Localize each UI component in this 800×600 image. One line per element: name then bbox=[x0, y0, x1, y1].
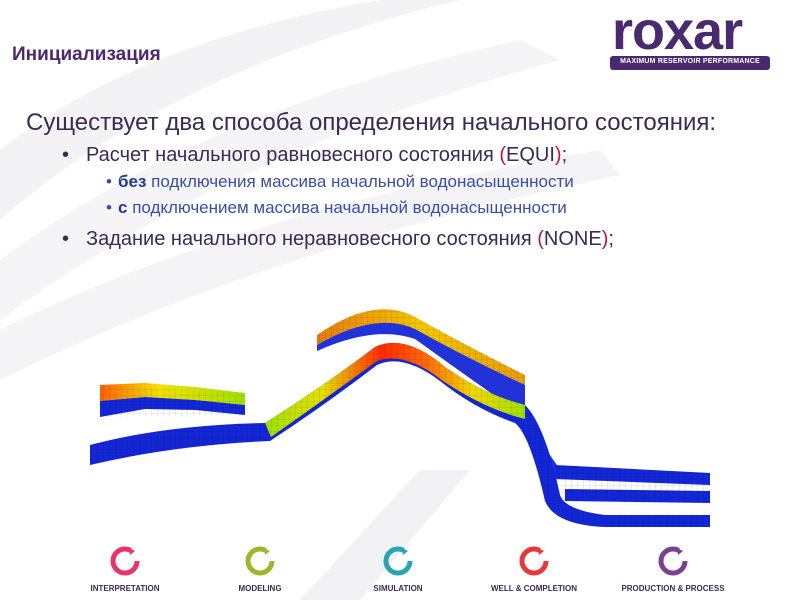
circular-arrow-icon bbox=[245, 546, 275, 576]
bullet-none-text: Задание начального неравновесного состоя… bbox=[86, 228, 538, 250]
footer-label: WELL & COMPLETION bbox=[490, 584, 578, 593]
footer-label: INTERPRETATION bbox=[90, 584, 160, 593]
subbullet-text: подключением массива начальной водонасыщ… bbox=[127, 198, 567, 217]
keyword-equi: EQUI bbox=[506, 144, 555, 166]
bullet-tail: ; bbox=[561, 144, 568, 166]
paren-open: ( bbox=[537, 228, 544, 250]
footer-production-process[interactable]: PRODUCTION & PROCESS bbox=[603, 545, 743, 593]
footer-interpretation[interactable]: INTERPRETATION bbox=[55, 545, 195, 593]
paren-close: ) bbox=[601, 228, 609, 250]
subbullet-bold: с bbox=[118, 198, 128, 217]
bullet-equi-text: Расчет начального равновесного состояния bbox=[86, 144, 500, 166]
circular-arrow-icon bbox=[110, 546, 140, 576]
bullet-none: • Задание начального неравновесного сост… bbox=[26, 225, 766, 253]
circular-arrow-icon bbox=[383, 546, 413, 576]
bullet-dot: • bbox=[62, 144, 70, 166]
keyword-none: NONE bbox=[543, 228, 602, 250]
circular-arrow-icon bbox=[519, 546, 549, 576]
logo-bar bbox=[610, 56, 770, 70]
paren-close: ) bbox=[554, 144, 562, 166]
logo-tagline: MAXIMUM RESERVOIR PERFORMANCE bbox=[620, 58, 760, 65]
footer-modeling[interactable]: MODELING bbox=[190, 545, 330, 593]
roxar-logo: roxar MAXIMUM RESERVOIR PERFORMANCE bbox=[610, 1, 772, 74]
subbullet-without: • без подключения массива начальной водо… bbox=[26, 169, 766, 195]
bullet-tail: ; bbox=[608, 228, 614, 250]
slide-title: Инициализация bbox=[12, 44, 161, 65]
logo-word: roxar bbox=[612, 1, 743, 61]
bullet-equi: • Расчет начального равновесного состоян… bbox=[26, 141, 766, 169]
paren-open: ( bbox=[499, 144, 507, 166]
subbullet-dot: • bbox=[106, 198, 112, 217]
subbullet-with: • с подключением массива начальной водон… bbox=[26, 195, 766, 221]
footer-label: PRODUCTION & PROCESS bbox=[621, 584, 725, 593]
reservoir-model-image bbox=[90, 309, 710, 527]
footer-label: SIMULATION bbox=[373, 584, 423, 593]
lead-paragraph: Существует два способа определения начал… bbox=[26, 109, 717, 136]
subbullet-bold: без bbox=[118, 172, 147, 191]
footer-bar: INTERPRETATION MODELING SIMULATION WELL … bbox=[0, 545, 800, 600]
body-text: Существует два способа определения начал… bbox=[26, 106, 766, 253]
circular-arrow-icon bbox=[658, 546, 688, 576]
bullet-dot: • bbox=[62, 228, 70, 250]
footer-well-completion[interactable]: WELL & COMPLETION bbox=[464, 545, 604, 593]
subbullet-dot: • bbox=[106, 172, 112, 191]
footer-simulation[interactable]: SIMULATION bbox=[328, 545, 468, 593]
subbullet-text: подключения массива начальной водонасыще… bbox=[146, 172, 574, 191]
footer-label: MODELING bbox=[238, 584, 282, 593]
